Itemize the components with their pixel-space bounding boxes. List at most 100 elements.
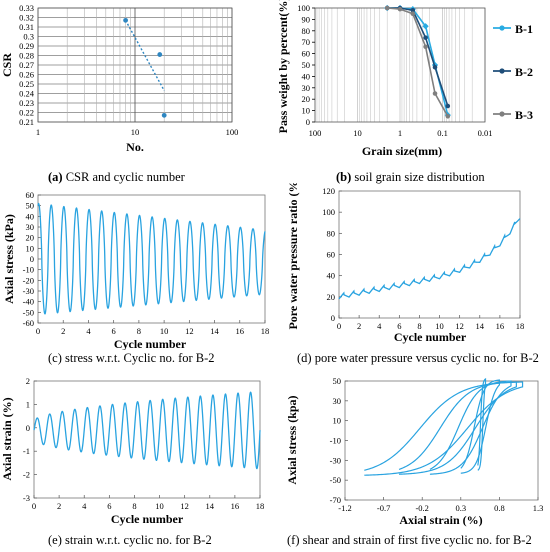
chart-e-y-tick-label: 2: [26, 376, 30, 386]
chart-d-x-tick-label: 18: [516, 321, 525, 331]
chart-c-y-tick-label: -60: [23, 318, 34, 328]
chart-c-y-tick-label: -20: [23, 275, 34, 285]
chart-c-y-tick-label: 30: [26, 222, 35, 232]
chart-b-point-B-3: [432, 91, 438, 96]
chart-a-point: [161, 112, 167, 118]
chart-b-legend-label-B-2: B-2: [515, 65, 533, 79]
chart-a-y-tick-label: 0.26: [19, 70, 34, 80]
chart-b-y-tick-label: 70: [302, 37, 311, 47]
chart-a-y-tick-label: 0.25: [19, 79, 34, 89]
chart-b-point-B-2: [423, 35, 428, 40]
chart-d-y-tick-label: 0: [331, 313, 335, 323]
chart-a-y-tick-label: 0.23: [19, 98, 34, 108]
chart-c-y-tick-label: 50: [26, 201, 35, 211]
chart-e-x-tick-label: 8: [132, 501, 136, 511]
chart-b-series-B-3: [387, 7, 449, 117]
chart-b-point-B-2: [410, 7, 416, 13]
chart-e-y-tick-label: 0: [26, 423, 30, 433]
chart-c-y-tick-label: 0: [30, 254, 34, 264]
chart-d-x-tick-label: 6: [397, 321, 401, 331]
chart-c-x-tick-label: 14: [210, 326, 219, 336]
chart-b-y-tick-label: 0: [306, 117, 310, 127]
chart-a-y-tick-label: 0.27: [19, 60, 34, 70]
caption-a-text: CSR and cyclic number: [62, 170, 185, 184]
chart-b-legend-marker-B-1: [499, 25, 505, 31]
chart-d: 0 20 40 60 80 100 120 0 2 4 6 8 10 12 14 16 18 Cycle numb…: [275, 176, 550, 350]
chart-c-y-label: Axial stress (kPa): [2, 214, 16, 304]
chart-f-svg: -70 -50 -30 -10 10 30 50 -1.2 -0.7 -0.2 0.3 0.8 1.3 A…: [285, 376, 544, 527]
chart-c-x-tick-label: 10: [160, 326, 169, 336]
chart-f-loop: [429, 380, 512, 475]
caption-e: (e) strain w.r.t. cyclic no. for B-2: [48, 533, 212, 548]
chart-c-x-tick-label: 4: [86, 326, 91, 336]
chart-f-loop: [398, 381, 517, 475]
chart-e-x-tick-label: 4: [82, 501, 87, 511]
chart-c-x-tick-label: 16: [236, 326, 245, 336]
chart-e-y-label: Axial strain (%): [0, 397, 14, 480]
chart-b-series-B-2: [387, 7, 449, 107]
chart-b-point-B-2: [432, 64, 438, 70]
chart-e-x-tick-label: 16: [231, 501, 240, 511]
caption-d: (d) pore water pressure versus cyclic no…: [297, 351, 539, 366]
caption-a: (a) CSR and cyclic number: [48, 170, 185, 185]
chart-a-point: [123, 17, 128, 23]
chart-e-x-tick-label: 18: [256, 501, 265, 511]
chart-d-y-label: Pore water pressure ratio (%): [286, 183, 300, 330]
chart-e-x-label: Cycle number: [111, 512, 184, 526]
chart-b-y-tick-label: 80: [302, 26, 311, 36]
caption-f: (f) shear and strain of first five cycli…: [287, 533, 532, 548]
chart-d-x-tick-label: 12: [455, 321, 464, 331]
chart-b-legend-marker-B-2: [499, 68, 505, 74]
chart-a-trendline: [124, 20, 165, 91]
chart-c-x-tick-label: 12: [185, 326, 194, 336]
chart-e-x-tick-label: 12: [180, 501, 189, 511]
chart-f-loop: [364, 381, 524, 476]
chart-e-y-tick-label: -2: [23, 470, 30, 480]
chart-d-x-tick-label: 0: [337, 321, 341, 331]
chart-a-x-label: No.: [126, 140, 144, 154]
chart-a-frame: [37, 7, 233, 123]
chart-b-legend-label-B-1: B-1: [515, 22, 533, 36]
chart-b-y-tick-label: 60: [302, 49, 311, 59]
chart-c: -60 -50 -40 -30 -20 -10 0 10 20 30 40 50 60 0 2 4 6 8 10 12…: [0, 188, 275, 351]
chart-b-y-tick-label: 100: [297, 3, 310, 13]
chart-f-x-tick-label: -0.2: [415, 503, 428, 513]
chart-d-y-tick-label: 120: [322, 186, 335, 196]
chart-a-y-tick-label: 0.24: [19, 89, 35, 99]
caption-c-text: (c) stress w.r.t. Cyclic no. for B-2: [48, 351, 215, 365]
chart-c-y-tick-label: -50: [23, 307, 34, 317]
chart-d-x-tick-label: 2: [357, 321, 361, 331]
chart-b-point-B-3: [397, 6, 403, 12]
chart-a-y-label: CSR: [0, 53, 14, 77]
chart-d-x-tick-label: 4: [377, 321, 382, 331]
chart-f-x-tick-label: -1.2: [338, 503, 351, 513]
chart-b: 0 10 20 30 40 50 60 70 80 90 100 100 10 1 0.1 0.01 B-1 B-…: [275, 0, 550, 170]
chart-a-y-tick-label: 0.22: [19, 108, 34, 118]
chart-a-svg: 0.210.220.230.240.250.260.270.280.290.30…: [0, 3, 238, 154]
chart-b-y-tick-label: 90: [302, 14, 311, 24]
chart-d-x-tick-label: 16: [496, 321, 505, 331]
chart-f-y-tick-label: 30: [333, 396, 342, 406]
chart-f: -70 -50 -30 -10 10 30 50 -1.2 -0.7 -0.2 0.3 0.8 1.3 A…: [275, 373, 550, 530]
caption-b: (b) soil grain size distribution: [336, 170, 485, 185]
caption-e-text: (e) strain w.r.t. cyclic no. for B-2: [48, 533, 212, 547]
chart-f-x-tick-label: 1.3: [533, 503, 544, 513]
chart-c-y-tick-label: 20: [26, 233, 35, 243]
chart-e-y-tick-label: 1: [26, 399, 30, 409]
chart-e-series: [33, 391, 261, 470]
chart-d-svg: 0 20 40 60 80 100 120 0 2 4 6 8 10 12 14 16 18 Cycle numb…: [286, 176, 525, 344]
chart-b-y-tick-label: 20: [302, 94, 311, 104]
chart-a-y-tick-label: 0.28: [19, 51, 34, 61]
chart-f-y-tick-label: 50: [333, 376, 342, 386]
chart-d-x-label: Cycle number: [394, 330, 467, 344]
caption-f-text: (f) shear and strain of first five cycli…: [287, 533, 532, 547]
chart-f-y-tick-label: -70: [330, 495, 341, 505]
chart-e-y-tick-label: -1: [23, 446, 30, 456]
chart-e-x-tick-label: 14: [206, 501, 215, 511]
chart-d-series: [338, 218, 521, 300]
chart-f-y-tick-label: -30: [330, 455, 341, 465]
chart-f-x-tick-label: 0.8: [494, 503, 505, 513]
chart-a: 0.21 0.22 0.23 0.24 0.25 0.26 0.27 0.28 0.29 0.3 0…: [0, 0, 275, 170]
